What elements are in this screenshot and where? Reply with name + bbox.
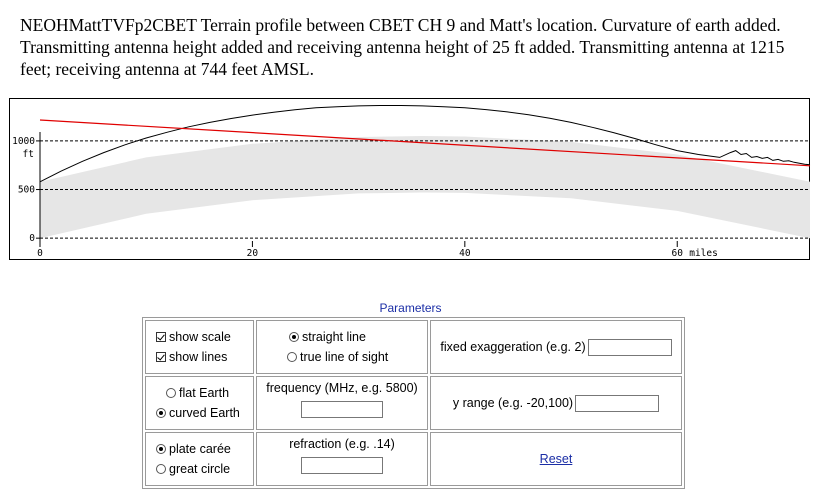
earth-bulge-band (40, 136, 810, 239)
projection-cell: plate carée great circle (145, 432, 254, 486)
plate-caree-option[interactable]: plate carée (150, 439, 249, 459)
curved-earth-option[interactable]: curved Earth (150, 403, 249, 423)
frequency-input[interactable] (301, 401, 383, 418)
show-scale-label: show scale (169, 330, 231, 344)
show-lines-label: show lines (169, 350, 228, 364)
true-line-of-sight-label: true line of sight (300, 350, 389, 364)
curved-earth-label: curved Earth (169, 406, 240, 420)
fixed-exaggeration-label: fixed exaggeration (e.g. 2) (440, 339, 586, 354)
chart-canvas: 0 500 1000 ft 0 20 40 60 miles (12, 105, 811, 259)
flat-earth-option[interactable]: flat Earth (150, 383, 249, 403)
true-line-of-sight-radio[interactable] (287, 352, 297, 362)
frequency-cell: frequency (MHz, e.g. 5800) (256, 376, 428, 430)
fixed-exaggeration-input[interactable] (587, 338, 672, 356)
terrain-profile-chart: 0 500 1000 ft 0 20 40 60 miles (9, 98, 811, 260)
great-circle-option[interactable]: great circle (150, 459, 249, 479)
great-circle-label: great circle (169, 462, 231, 476)
flat-earth-radio[interactable] (166, 388, 176, 398)
show-scale-option[interactable]: show scale (150, 327, 249, 347)
show-scale-checkbox[interactable] (156, 332, 166, 342)
line-mode-cell: straight line true line of sight (256, 320, 428, 374)
y-tick-label-0: 0 (29, 233, 35, 244)
refraction-label: refraction (e.g. .14) (289, 437, 395, 451)
plate-caree-radio[interactable] (156, 444, 166, 454)
x-tick-label-20: 20 (247, 248, 259, 259)
refraction-input[interactable] (301, 457, 383, 474)
plate-caree-label: plate carée (169, 442, 231, 456)
parameters-table: show scale show lines straight line true… (142, 317, 685, 489)
show-lines-checkbox[interactable] (156, 352, 166, 362)
x-tick-label-60: 60 (672, 248, 684, 259)
reset-cell: Reset (430, 432, 682, 486)
profile-caption: NEOHMattTVFp2CBET Terrain profile betwee… (20, 15, 785, 79)
great-circle-radio[interactable] (156, 464, 166, 474)
earth-model-cell: flat Earth curved Earth (145, 376, 254, 430)
terrain-line (39, 105, 811, 183)
y-tick-label-1000: 1000 (12, 136, 35, 147)
y-range-label: y range (e.g. -20,100) (452, 395, 574, 410)
straight-line-radio[interactable] (289, 332, 299, 342)
y-range-input[interactable] (575, 394, 660, 412)
frequency-label: frequency (MHz, e.g. 5800) (266, 381, 418, 395)
y-tick-label-500: 500 (18, 185, 35, 196)
curved-earth-radio[interactable] (156, 408, 166, 418)
y-unit-label: ft (23, 149, 34, 160)
parameters-title: Parameters (379, 301, 442, 315)
exaggeration-cell: fixed exaggeration (e.g. 2) (430, 320, 682, 374)
line-of-sight-line (39, 119, 811, 167)
scale-options-cell: show scale show lines (145, 320, 254, 374)
true-line-of-sight-option[interactable]: true line of sight (261, 347, 423, 367)
straight-line-label: straight line (302, 330, 366, 344)
show-lines-option[interactable]: show lines (150, 347, 249, 367)
x-unit-label: miles (689, 248, 718, 259)
y-range-cell: y range (e.g. -20,100) (430, 376, 682, 430)
reset-link[interactable]: Reset (539, 452, 573, 466)
x-tick-label-40: 40 (459, 248, 471, 259)
refraction-cell: refraction (e.g. .14) (256, 432, 428, 486)
x-tick-label-0: 0 (37, 248, 43, 259)
flat-earth-label: flat Earth (179, 386, 230, 400)
straight-line-option[interactable]: straight line (261, 327, 423, 347)
